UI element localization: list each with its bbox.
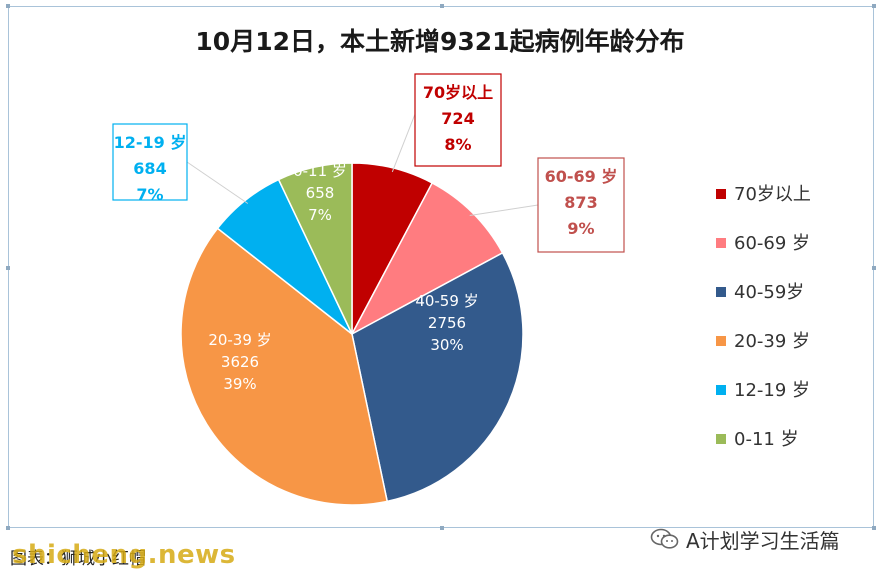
data-label-value: 724 [441, 109, 474, 128]
data-label-percent: 39% [223, 375, 256, 393]
account-attribution: A计划学习生活篇 [650, 526, 840, 553]
data-label-percent: 7% [308, 206, 332, 224]
data-label-percent: 8% [444, 135, 471, 154]
data-label-value: 2756 [428, 314, 466, 332]
legend-entry: 70岁以上 [734, 184, 811, 205]
resize-handle[interactable] [6, 266, 10, 270]
data-label-value: 3626 [221, 353, 259, 371]
resize-handle[interactable] [872, 4, 876, 8]
chart-title: 10月12日，本土新增9321起病例年龄分布 [195, 27, 684, 56]
data-label-value: 873 [564, 193, 597, 212]
legend-entry: 60-69 岁 [734, 233, 810, 254]
account-name: A计划学习生活篇 [686, 528, 840, 553]
legend-swatch [716, 434, 726, 444]
data-label-box [537, 157, 625, 253]
legend-swatch [716, 238, 726, 248]
data-label-value: 658 [306, 184, 335, 202]
chart-source-credit: 图表：狮城小红帽 [10, 549, 146, 569]
resize-handle[interactable] [6, 4, 10, 8]
legend-entry: 0-11 岁 [734, 429, 799, 450]
data-label-category: 70岁以上 [423, 83, 493, 102]
data-label-value: 684 [133, 159, 166, 178]
resize-handle[interactable] [872, 526, 876, 530]
legend-entry: 20-39 岁 [734, 331, 810, 352]
legend-swatch [716, 189, 726, 199]
data-label-category: 0-11 岁 [293, 162, 347, 180]
pie-slices [180, 162, 524, 506]
pie-slice [351, 251, 524, 503]
data-label-percent: 7% [136, 185, 163, 204]
pie-slice [350, 181, 504, 336]
resize-handle[interactable] [440, 526, 444, 530]
data-label-percent: 30% [430, 336, 463, 354]
data-labels: 70岁以上 724 8% 60-69 岁 873 9% 40-59 岁 2756 30% 20-3… [112, 73, 625, 393]
data-label-category: 20-39 岁 [208, 331, 271, 349]
data-label-category: 40-59 岁 [415, 292, 478, 310]
data-label-category: 12-19 岁 [114, 133, 187, 152]
leader-line [469, 204, 539, 216]
resize-handle[interactable] [440, 4, 444, 8]
legend-swatch [716, 336, 726, 346]
site-watermark: shicheng.news [12, 540, 236, 570]
data-label-box [414, 73, 502, 167]
resize-handle[interactable] [6, 526, 10, 530]
resize-handle[interactable] [872, 266, 876, 270]
data-label-percent: 9% [567, 219, 594, 238]
pie-slice [180, 227, 389, 506]
data-label-category: 60-69 岁 [545, 167, 618, 186]
legend-entry: 12-19 岁 [734, 380, 810, 401]
legend-swatch [716, 385, 726, 395]
leader-line [186, 161, 249, 204]
wechat-icon [650, 528, 679, 549]
legend-entry: 40-59岁 [734, 282, 804, 303]
legend: 70岁以上 60-69 岁 40-59岁 20-39 岁 12-19 岁 0-11 岁 [716, 184, 811, 450]
legend-swatch [716, 287, 726, 297]
pie-slice [277, 162, 353, 335]
data-label-box [112, 123, 188, 201]
